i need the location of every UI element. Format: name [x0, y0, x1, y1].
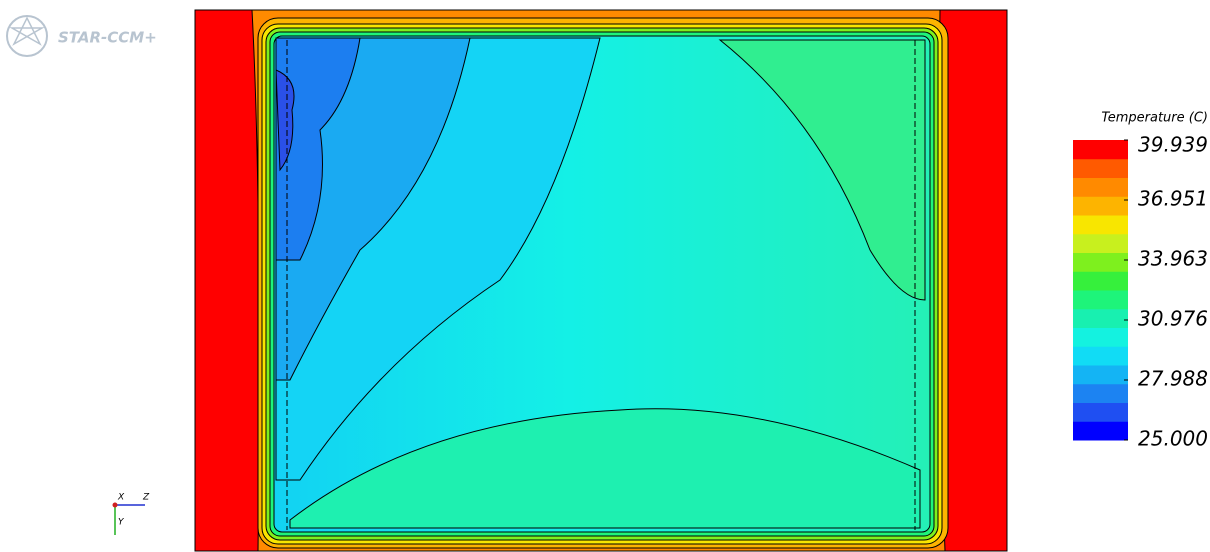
- triad-x: X: [117, 493, 125, 503]
- tick-label: 39.939: [1138, 133, 1208, 157]
- color-band: [1073, 177, 1128, 197]
- tick-label: 30.976: [1138, 306, 1208, 330]
- axis-triad: X Z Y: [112, 493, 150, 535]
- tick-label: 27.988: [1138, 366, 1208, 390]
- color-band: [1073, 402, 1128, 422]
- logo-text: STAR-CCM+: [58, 29, 157, 47]
- tick-label: 33.963: [1138, 247, 1208, 271]
- color-band: [1073, 346, 1128, 366]
- color-band: [1073, 196, 1128, 216]
- color-band: [1073, 383, 1128, 403]
- color-band: [1073, 233, 1128, 253]
- color-band: [1073, 365, 1128, 385]
- color-band: [1073, 158, 1128, 178]
- color-band: [1073, 271, 1128, 291]
- color-band: [1073, 215, 1128, 235]
- triad-y: Y: [118, 518, 125, 528]
- color-band: [1073, 290, 1128, 310]
- color-band: [1073, 308, 1128, 328]
- color-band: [1073, 327, 1128, 347]
- tick-label: 36.951: [1138, 187, 1208, 211]
- contour-plot: [194, 9, 1008, 552]
- color-band: [1073, 252, 1128, 272]
- tick-label: 25.000: [1138, 427, 1208, 451]
- color-band: [1073, 140, 1128, 160]
- triad-z: Z: [142, 493, 150, 503]
- legend-title: Temperature (C): [1101, 111, 1208, 126]
- color-band: [1073, 421, 1128, 441]
- logo: STAR-CCM+: [6, 15, 157, 57]
